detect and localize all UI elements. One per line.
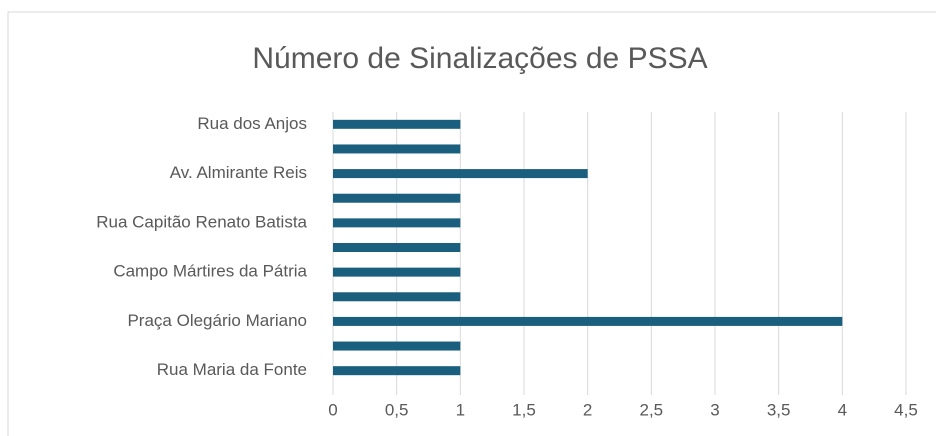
x-tick-label: 3,5 (767, 400, 791, 419)
x-tick-label: 0 (328, 400, 337, 419)
bar (333, 243, 461, 252)
x-tick-label: 4,5 (894, 400, 918, 419)
x-tick-label: 2,5 (640, 400, 664, 419)
y-tick-label: Praça Olegário Mariano (127, 311, 307, 330)
x-tick-label: 1 (456, 400, 465, 419)
y-tick-label: Rua Maria da Fonte (157, 360, 307, 379)
bar (333, 341, 461, 351)
bar (333, 218, 461, 228)
bar (333, 193, 461, 203)
chart-title: Número de Sinalizações de PSSA (252, 42, 707, 75)
x-tick-label: 2 (583, 400, 592, 419)
y-tick-label: Rua dos Anjos (197, 114, 307, 133)
bar (333, 316, 843, 326)
bar (333, 366, 461, 376)
bar (333, 292, 461, 302)
bar (333, 169, 588, 179)
y-tick-label: Campo Mártires da Pátria (113, 262, 307, 281)
y-tick-label: Av. Almirante Reis (170, 163, 307, 182)
x-tick-label: 3 (710, 400, 719, 419)
x-tick-label: 4 (838, 400, 847, 419)
x-tick-label: 0,5 (385, 400, 409, 419)
chart-border (7, 11, 936, 436)
bar (333, 144, 461, 154)
y-tick-label: Rua Capitão Renato Batista (96, 212, 307, 231)
x-tick-label: 1,5 (512, 400, 536, 419)
bar (333, 267, 461, 277)
bar (333, 119, 461, 129)
